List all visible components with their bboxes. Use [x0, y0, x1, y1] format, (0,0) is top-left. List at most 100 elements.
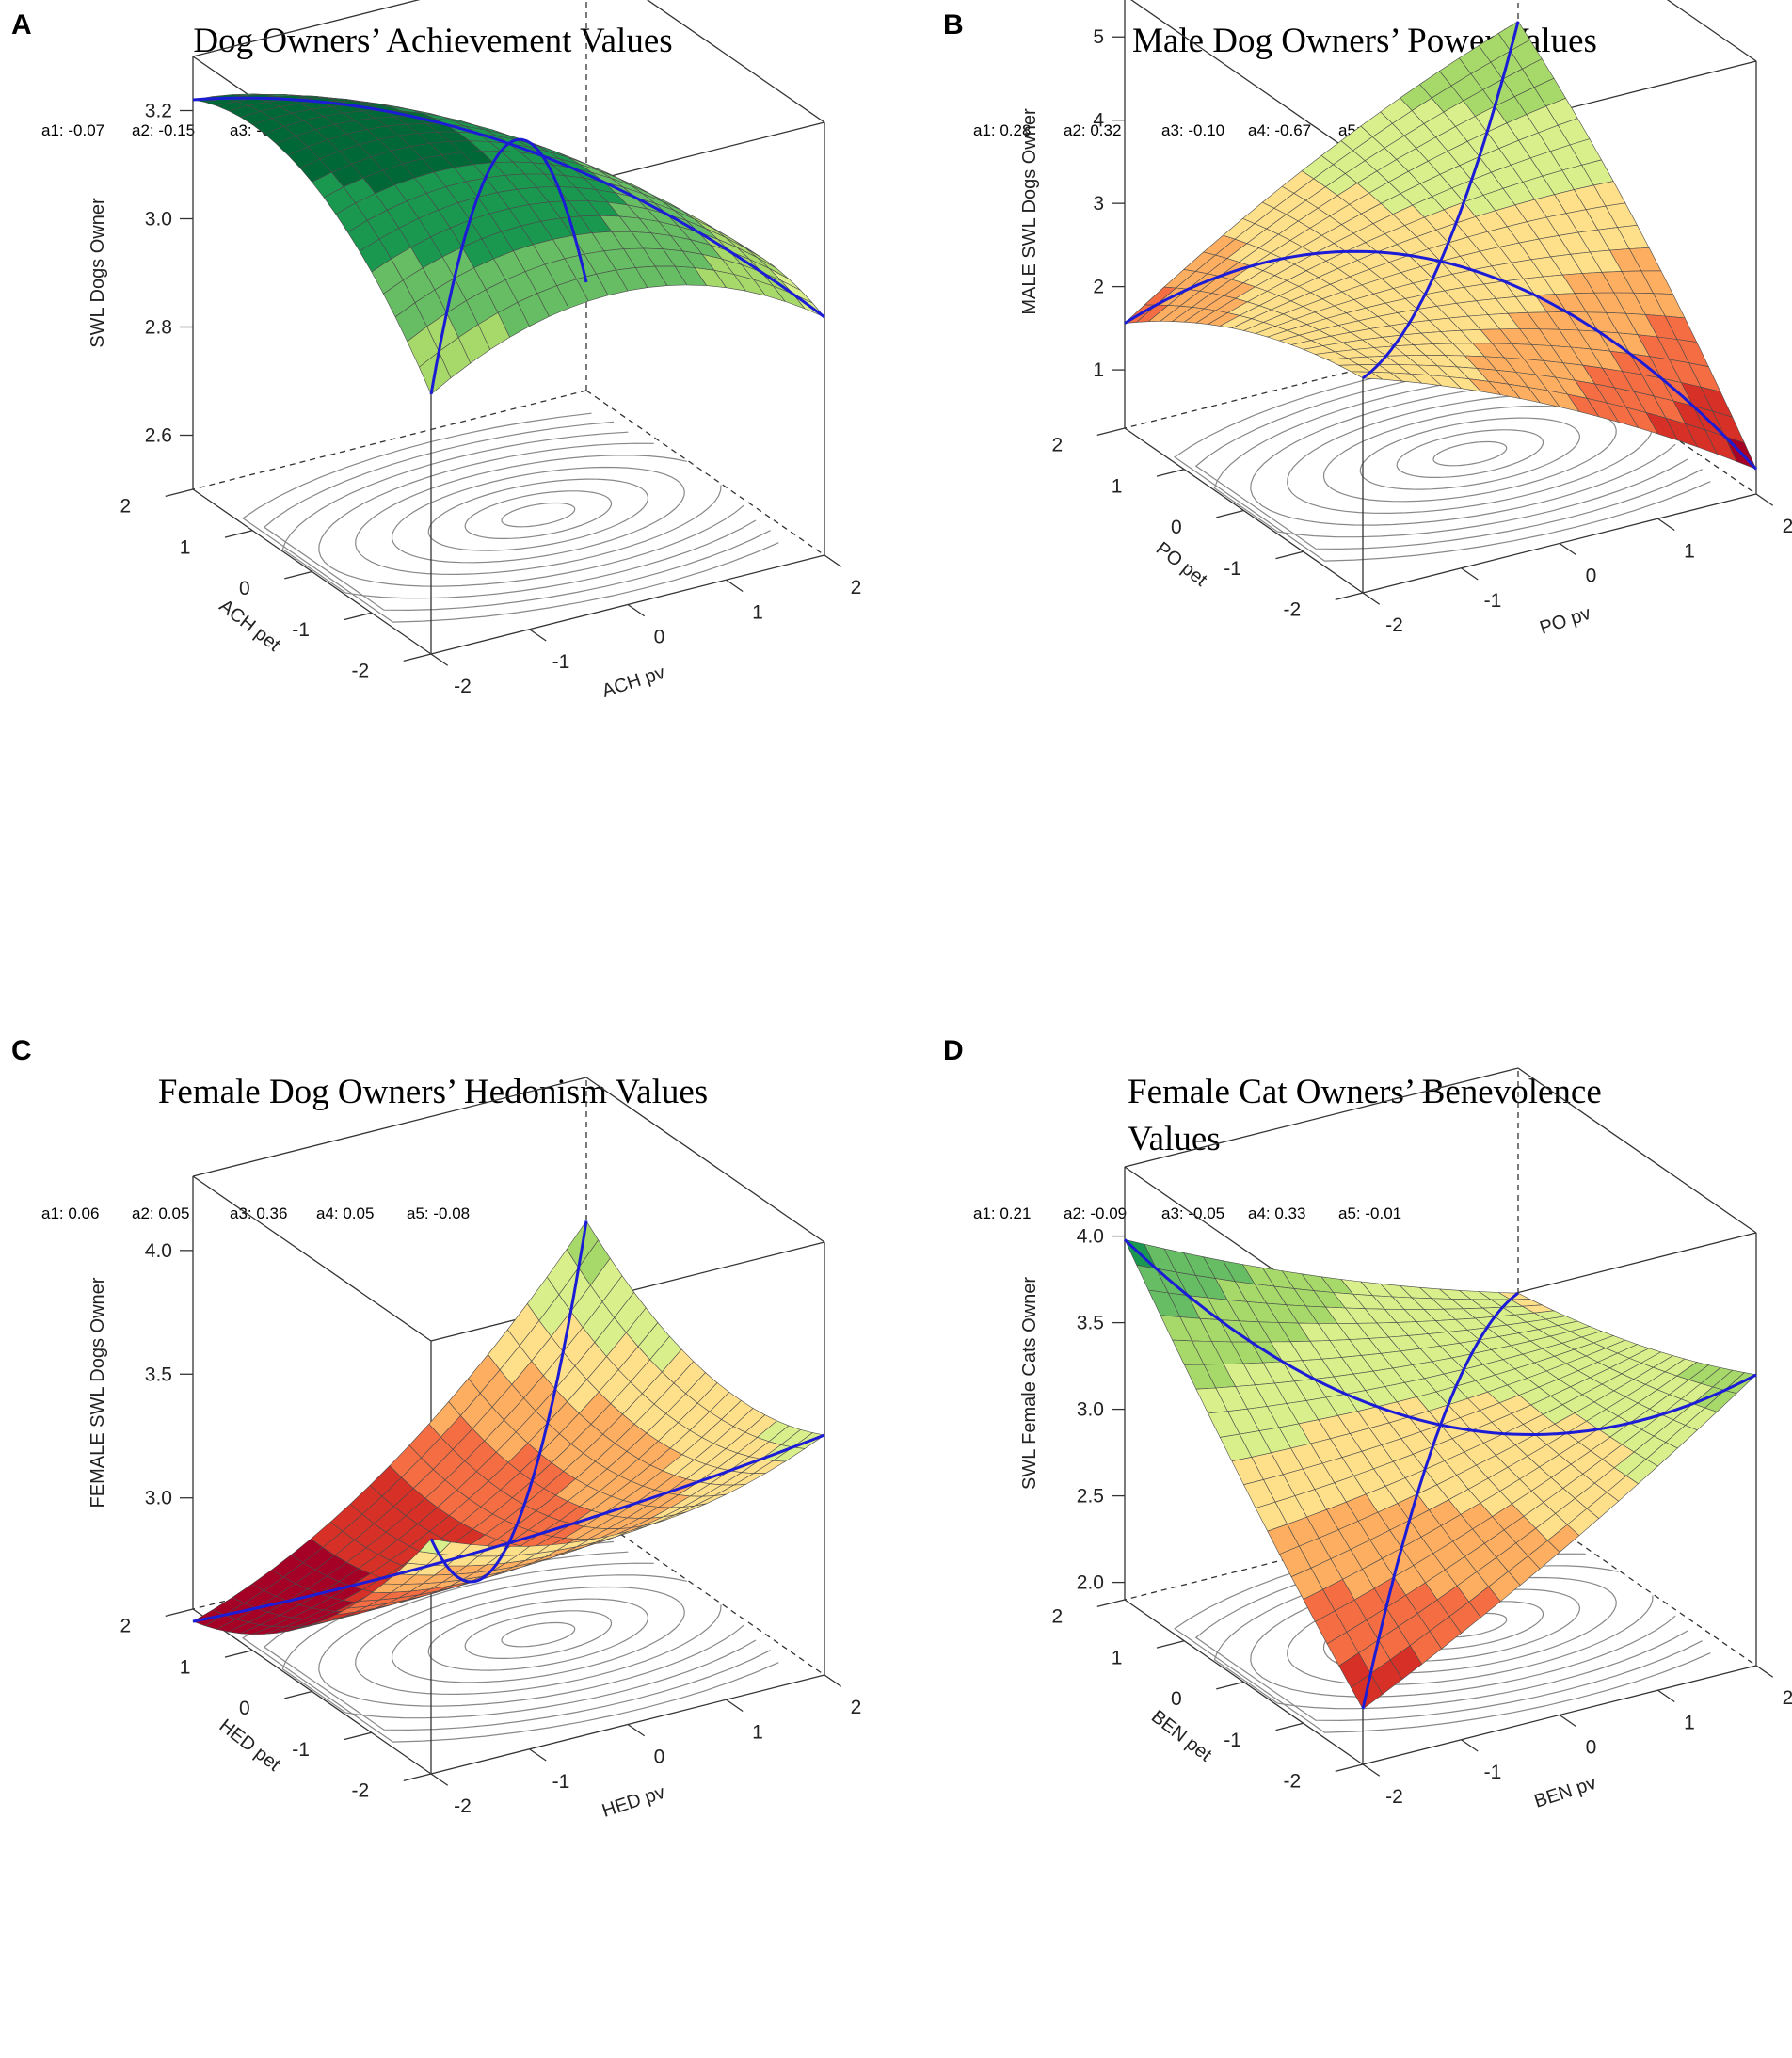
contour-line: [464, 1610, 613, 1659]
z-axis-label: MALE SWL Dogs Owner: [1019, 108, 1040, 315]
coefficient-label: a4: 0.05: [316, 1204, 374, 1222]
x-tick-label: -2: [1385, 1786, 1403, 1808]
y-tick-label: -2: [1283, 599, 1301, 621]
contour-line: [1396, 429, 1544, 478]
y-tick-mark: [224, 1650, 253, 1658]
x-tick-label: -1: [1484, 1762, 1502, 1783]
y-tick-label: -1: [1224, 1730, 1241, 1751]
z-axis-label: SWL Female Cats Owner: [1019, 1277, 1040, 1490]
x-tick-label: 0: [1586, 1737, 1597, 1759]
z-tick-label: 2.8: [145, 317, 172, 339]
surface-lines: [192, 96, 825, 395]
coefficient-label: a2: -0.09: [1064, 1204, 1127, 1222]
y-axis-label: BEN pet: [1147, 1706, 1216, 1765]
x-tick-label: -1: [552, 1771, 570, 1793]
coefficient-label: a2: 0.05: [132, 1204, 189, 1222]
y-tick-label: -1: [292, 1739, 310, 1761]
box-edge: [1130, 0, 1364, 161]
y-tick-mark: [284, 570, 312, 580]
x-tick-mark: [824, 554, 842, 567]
x-axis-label: PO pv: [1537, 603, 1593, 639]
coefficient-label: a5: -0.08: [407, 1204, 470, 1222]
y-tick-label: -1: [1224, 558, 1241, 580]
x-tick-mark: [1362, 1763, 1381, 1777]
x-tick-label: -2: [1385, 614, 1403, 636]
y-tick-label: 0: [1171, 517, 1182, 538]
y-tick-label: 2: [1051, 435, 1063, 456]
x-tick-mark: [824, 1674, 842, 1687]
y-tick-mark: [1335, 1763, 1364, 1772]
y-tick-label: 1: [180, 536, 191, 558]
x-tick-label: 1: [752, 601, 763, 623]
x-tick-label: 1: [752, 1721, 763, 1743]
x-axis-label: ACH pv: [600, 662, 667, 702]
y-tick-mark: [1275, 550, 1304, 560]
y-tick-mark: [1096, 427, 1126, 436]
contour-line: [1359, 417, 1581, 490]
x-tick-mark: [627, 603, 646, 617]
x-tick-label: 2: [1783, 1687, 1792, 1709]
x-axis-label: BEN pv: [1532, 1773, 1599, 1812]
z-tick-label: 2.6: [145, 425, 172, 447]
response-surface: [1124, 21, 1757, 471]
box-edge: [1517, 1500, 1757, 1667]
x-tick-mark: [1461, 567, 1479, 581]
panel-c: C Female Dog Owners’ Hedonism Values a1: 0…: [11, 1035, 861, 1822]
contour-lines: [242, 412, 779, 623]
coefficient-label: a1: 0.28: [973, 121, 1031, 139]
z-tick-label: 3.5: [145, 1364, 172, 1385]
line-of-incongruence: [192, 96, 825, 319]
contour-line: [501, 502, 576, 528]
y-tick-mark: [1216, 509, 1244, 518]
x-tick-label: -2: [454, 676, 472, 697]
panel-letter: D: [943, 1035, 964, 1066]
coefficient-label: a2: 0.32: [1064, 121, 1121, 139]
x-tick-mark: [1559, 542, 1577, 556]
box-edge: [585, 390, 825, 556]
contour-line: [1322, 405, 1617, 503]
box-edge: [192, 390, 587, 490]
coefficient-label: a4: 0.33: [1248, 1204, 1305, 1222]
contour-line: [464, 490, 613, 539]
x-tick-label: -2: [454, 1795, 472, 1817]
box-edge: [1517, 328, 1757, 495]
x-tick-mark: [627, 1723, 646, 1737]
y-tick-label: 1: [180, 1656, 191, 1678]
box-edge: [585, 1509, 825, 1676]
contour-line: [391, 1586, 685, 1683]
response-surface: [1124, 1238, 1757, 1710]
contour-line: [281, 431, 757, 599]
y-tick-mark: [1275, 1722, 1304, 1731]
z-axis-label: SWL Dogs Owner: [88, 198, 108, 348]
x-tick-label: 2: [851, 1697, 862, 1718]
chart-title: Female Dog Owners’ Hedonism Values: [158, 1073, 708, 1111]
contour-line: [318, 442, 744, 587]
y-tick-mark: [1156, 469, 1185, 477]
x-tick-mark: [430, 653, 449, 666]
y-tick-mark: [344, 612, 372, 621]
surface-lines: [192, 1220, 825, 1623]
x-tick-mark: [1755, 1665, 1774, 1678]
x-axis-label: HED pv: [600, 1782, 667, 1822]
contour-line: [1250, 381, 1676, 526]
y-tick-mark: [403, 653, 432, 662]
panel-letter: A: [11, 9, 32, 40]
contour-line: [1194, 359, 1703, 550]
contour-line: [1432, 440, 1508, 467]
contour-line: [427, 1598, 649, 1671]
y-tick-label: 2: [1051, 1606, 1063, 1628]
z-tick-label: 4: [1093, 110, 1104, 132]
panel-a: A Dog Owners’ Achievement Values a1: -0.07…: [11, 0, 861, 702]
y-tick-label: 1: [1112, 1647, 1123, 1668]
surface-lines: [1123, 1238, 1757, 1710]
panel-letter: B: [943, 9, 964, 40]
y-tick-label: -2: [351, 661, 369, 682]
box-edge: [192, 1175, 432, 1342]
response-surface: [192, 93, 825, 395]
y-tick-label: 2: [120, 496, 131, 518]
y-tick-mark: [1096, 1599, 1126, 1607]
coefficient-label: a5: -0.01: [1338, 1204, 1401, 1222]
x-tick-mark: [726, 1699, 744, 1713]
